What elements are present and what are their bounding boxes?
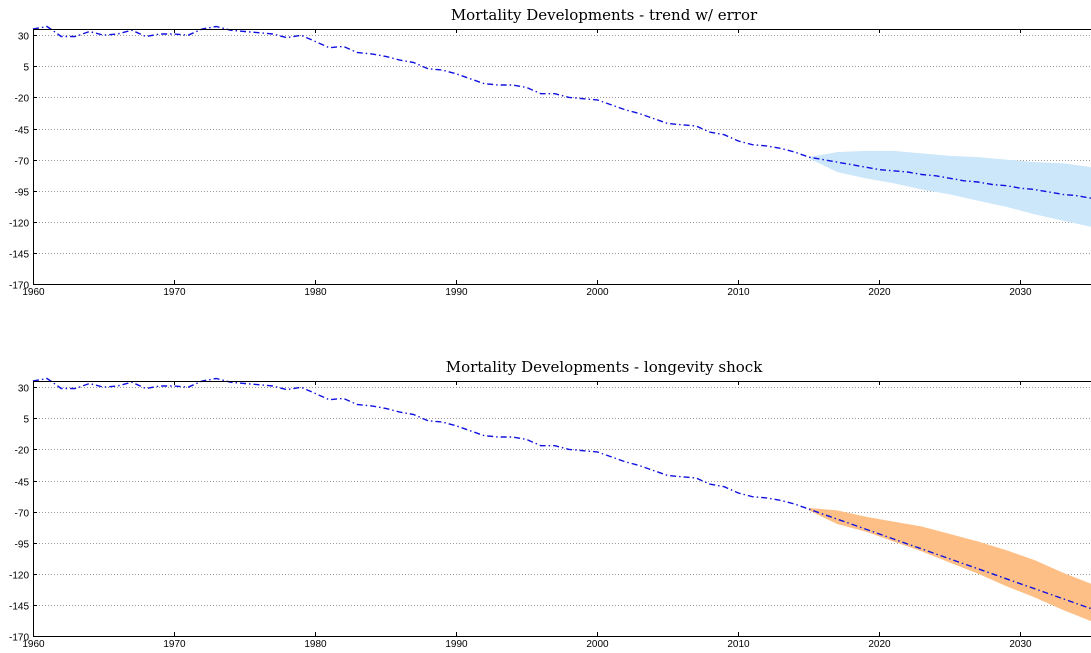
x-tick-label: 1980: [304, 639, 327, 650]
x-tick-label: 2020: [868, 639, 891, 650]
chart-panel-longevity-shock: Mortality Developments - longevity shock…: [9, 358, 1091, 650]
x-tick-label: 2000: [586, 639, 609, 650]
y-tick-label: -120: [9, 571, 29, 582]
x-tick-label: 2030: [1009, 639, 1032, 650]
chart-title: Mortality Developments - longevity shock: [446, 358, 763, 376]
confidence-band: [808, 150, 1091, 227]
y-tick-label: -20: [15, 94, 30, 105]
y-tick-label: -120: [9, 219, 29, 230]
y-tick-label: -45: [15, 126, 30, 137]
series-line: [32, 25, 1091, 199]
y-tick-label: -70: [15, 509, 30, 520]
x-tick-label: 1970: [163, 287, 186, 298]
y-tick-label: -170: [9, 281, 29, 292]
confidence-band: [808, 507, 1091, 622]
x-tick-label: 1960: [22, 639, 45, 650]
y-tick-label: -95: [15, 540, 30, 551]
y-tick-label: 30: [18, 384, 30, 395]
series-line: [32, 377, 1091, 610]
x-tick-label: 2020: [868, 287, 891, 298]
y-tick-label: -170: [9, 633, 29, 644]
x-tick-label: 1990: [445, 639, 468, 650]
x-tick-label: 1960: [22, 287, 45, 298]
chart-panel-trend-with-error: Mortality Developments - trend w/ error …: [9, 6, 1091, 298]
y-tick-label: -20: [15, 446, 30, 457]
chart-title: Mortality Developments - trend w/ error: [451, 6, 758, 24]
y-tick-label: -95: [15, 188, 30, 199]
x-tick-label: 1990: [445, 287, 468, 298]
y-tick-label: -145: [9, 250, 29, 261]
y-tick-label: 5: [23, 415, 29, 426]
y-tick-label: -145: [9, 602, 29, 613]
y-tick-label: 5: [23, 63, 29, 74]
plot-area: [33, 381, 1091, 636]
x-tick-label: 1980: [304, 287, 327, 298]
x-tick-label: 2000: [586, 287, 609, 298]
y-tick-label: -70: [15, 157, 30, 168]
x-tick-label: 2030: [1009, 287, 1032, 298]
x-tick-label: 2010: [727, 639, 750, 650]
x-tick-label: 1970: [163, 639, 186, 650]
x-tick-label: 2010: [727, 287, 750, 298]
y-tick-label: 30: [18, 32, 30, 43]
y-tick-label: -45: [15, 478, 30, 489]
